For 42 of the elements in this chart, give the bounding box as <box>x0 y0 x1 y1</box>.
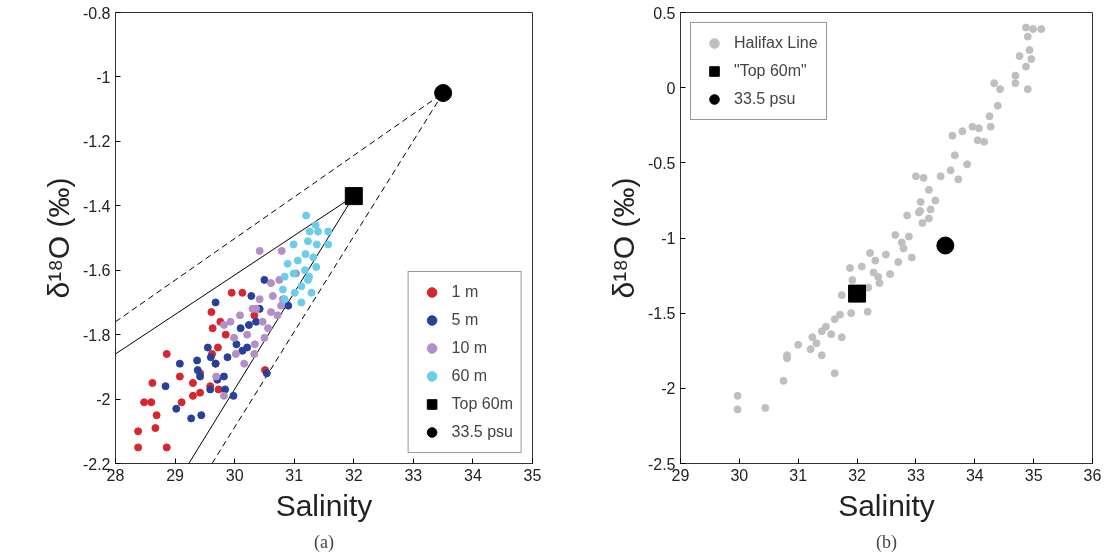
x-tick-label: 35 <box>1024 466 1043 484</box>
text: (b) <box>876 531 898 553</box>
y-axis-title: δ¹⁸O (‰) <box>606 177 640 299</box>
x-axis-title: Salinity <box>275 488 373 522</box>
x-axis-title: Salinity <box>838 488 935 522</box>
x-tick-label: 33 <box>907 466 925 484</box>
x-tick-label: 30 <box>730 466 749 484</box>
y-tick-label: 0 <box>666 79 676 97</box>
y-tick-label: -1 <box>661 230 676 247</box>
x-tick-label: 34 <box>965 466 984 484</box>
x-tick-label: 36 <box>1083 466 1102 484</box>
x-tick-label: 33 <box>404 466 423 484</box>
y-tick-label: -1.4 <box>82 197 111 215</box>
x-tick-label: 32 <box>344 466 363 484</box>
legend-label: 33.5 psu <box>734 89 796 109</box>
legend-label: 10 m <box>451 338 488 358</box>
x-tick-label: 34 <box>464 466 482 484</box>
legend-label: 60 m <box>451 366 488 386</box>
legend-label: Halifax Line <box>734 33 818 53</box>
y-tick-label: -2 <box>661 380 676 398</box>
y-tick-label: -1.8 <box>82 326 111 344</box>
y-tick-label: -1.2 <box>82 133 111 151</box>
legend-label: 33.5 psu <box>451 422 513 442</box>
x-tick-label: 30 <box>225 466 244 484</box>
legend-label: 5 m <box>451 310 479 330</box>
y-tick-label: -0.8 <box>82 4 111 22</box>
y-tick-label: -1.6 <box>82 262 111 280</box>
legend-label: 1 m <box>451 282 479 302</box>
y-tick-label: 0.5 <box>653 4 676 22</box>
legend-label: "Top 60m" <box>734 61 807 81</box>
y-tick-label: -0.5 <box>647 154 676 172</box>
x-tick-label: 29 <box>166 466 185 484</box>
legend-label: Top 60m <box>451 394 513 414</box>
x-tick-label: 31 <box>285 466 304 484</box>
x-tick-label: 31 <box>789 466 808 484</box>
text: (a) <box>314 531 334 553</box>
y-tick-label: -1 <box>96 68 111 86</box>
y-axis-title: δ¹⁸O (‰) <box>41 177 75 299</box>
x-tick-label: 32 <box>848 466 867 484</box>
x-tick-label: 35 <box>523 466 542 484</box>
y-tick-label: -2 <box>96 391 111 409</box>
y-tick-label: -1.5 <box>647 305 676 323</box>
